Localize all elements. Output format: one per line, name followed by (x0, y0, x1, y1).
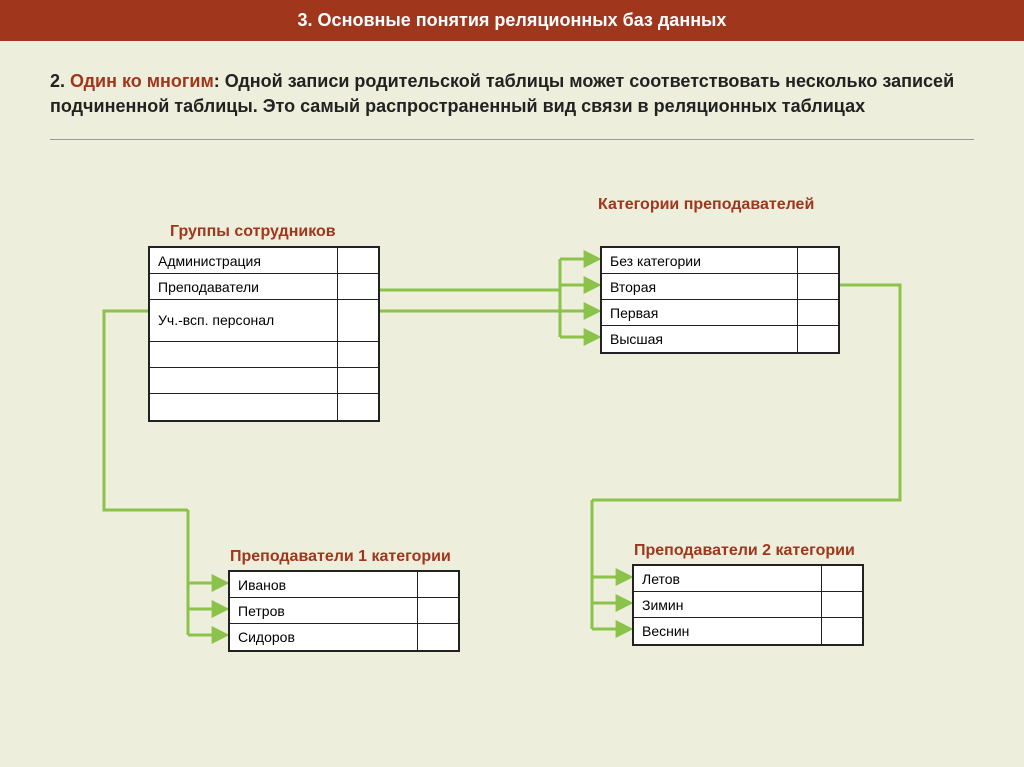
cell-label: Преподаватели (150, 274, 338, 299)
diagram-canvas: Группы сотрудников АдминистрацияПреподав… (0, 140, 1024, 700)
cell-empty (338, 342, 378, 367)
table-row: Преподаватели (150, 274, 378, 300)
teach1-title: Преподаватели 1 категории (230, 547, 451, 567)
table-row: Иванов (230, 572, 458, 598)
table-row (150, 342, 378, 368)
cell-empty (822, 566, 862, 591)
cell-empty (338, 394, 378, 420)
cell-label (150, 394, 338, 420)
cell-label (150, 368, 338, 393)
cell-empty (338, 300, 378, 341)
table-row: Сидоров (230, 624, 458, 650)
cell-empty (418, 598, 458, 623)
cell-label: Петров (230, 598, 418, 623)
intro-number: 2. (50, 71, 65, 91)
table-row: Петров (230, 598, 458, 624)
cell-label (150, 342, 338, 367)
cell-label: Высшая (602, 326, 798, 352)
page-header: 3. Основные понятия реляционных баз данн… (0, 0, 1024, 41)
cell-label: Летов (634, 566, 822, 591)
categories-title: Категории преподавателей (598, 195, 838, 215)
cell-empty (798, 326, 838, 352)
table-row: Уч.-всп. персонал (150, 300, 378, 342)
table-row: Высшая (602, 326, 838, 352)
table-row (150, 394, 378, 420)
table-row: Вторая (602, 274, 838, 300)
header-title: 3. Основные понятия реляционных баз данн… (298, 10, 727, 30)
teach2-title: Преподаватели 2 категории (634, 541, 855, 561)
cell-empty (798, 274, 838, 299)
table-row: Администрация (150, 248, 378, 274)
cell-empty (822, 592, 862, 617)
cell-label: Вторая (602, 274, 798, 299)
cell-empty (822, 618, 862, 644)
table-row (150, 368, 378, 394)
cell-label: Иванов (230, 572, 418, 597)
groups-title: Группы сотрудников (170, 222, 336, 242)
cell-label: Администрация (150, 248, 338, 273)
cell-label: Сидоров (230, 624, 418, 650)
cell-label: Без категории (602, 248, 798, 273)
cell-label: Уч.-всп. персонал (150, 300, 338, 341)
cell-label: Первая (602, 300, 798, 325)
groups-table: АдминистрацияПреподавателиУч.-всп. персо… (148, 246, 380, 422)
cell-empty (418, 572, 458, 597)
cell-empty (798, 248, 838, 273)
intro-paragraph: 2. Один ко многим: Одной записи родитель… (0, 41, 1024, 135)
table-row: Без категории (602, 248, 838, 274)
table-row: Веснин (634, 618, 862, 644)
table-row: Зимин (634, 592, 862, 618)
cell-label: Веснин (634, 618, 822, 644)
categories-table: Без категорииВтораяПерваяВысшая (600, 246, 840, 354)
table-row: Первая (602, 300, 838, 326)
cell-empty (338, 274, 378, 299)
cell-empty (338, 248, 378, 273)
cell-empty (338, 368, 378, 393)
teach1-table: ИвановПетровСидоров (228, 570, 460, 652)
intro-lead: Один ко многим (70, 71, 214, 91)
cell-label: Зимин (634, 592, 822, 617)
table-row: Летов (634, 566, 862, 592)
cell-empty (798, 300, 838, 325)
teach2-table: ЛетовЗиминВеснин (632, 564, 864, 646)
cell-empty (418, 624, 458, 650)
